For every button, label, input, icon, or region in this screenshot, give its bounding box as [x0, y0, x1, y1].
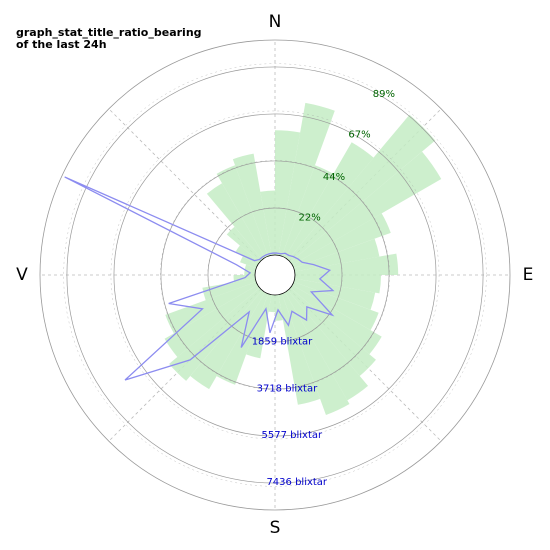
grid-ring — [160, 160, 390, 390]
wedge — [260, 190, 275, 256]
wedge — [268, 294, 275, 313]
grid-ring — [207, 207, 343, 343]
wedge — [244, 264, 257, 272]
wedge — [278, 102, 335, 257]
wedge — [233, 275, 256, 283]
wedge — [293, 238, 380, 272]
r2-tick-label: 5577 blixtar — [262, 430, 323, 441]
outer-ring — [39, 39, 511, 511]
wedge — [164, 285, 260, 357]
direction-label: V — [16, 265, 28, 285]
count-line — [64, 176, 335, 381]
r-tick-label: 22% — [299, 212, 321, 223]
grid-ring — [113, 113, 437, 437]
r-tick-label: 44% — [323, 172, 345, 183]
wedge — [292, 213, 391, 269]
wedge — [287, 114, 436, 263]
wedge — [275, 130, 301, 256]
direction-label: E — [523, 265, 534, 285]
r-tick-label: 89% — [373, 89, 395, 100]
wedge — [226, 226, 263, 263]
wedge — [290, 285, 382, 355]
grid-ring — [207, 207, 343, 343]
wedge — [285, 290, 369, 401]
r2-tick-label: 7436 blixtar — [266, 477, 327, 488]
wedge — [293, 278, 376, 310]
grid-ring — [63, 63, 487, 487]
chart-subtitle: of the last 24h — [16, 38, 107, 51]
wedge — [294, 253, 399, 275]
wedge — [287, 287, 376, 376]
wedge — [285, 142, 374, 260]
chart-title: graph_stat_title_ratio_bearing — [16, 26, 202, 39]
wedge — [281, 292, 350, 416]
wedge — [206, 183, 265, 260]
wedge — [216, 165, 269, 258]
grid-ring — [66, 66, 484, 484]
wedge — [281, 165, 334, 258]
wedge — [232, 153, 272, 257]
wedge — [202, 278, 257, 301]
wedge — [165, 281, 258, 334]
wedge — [240, 256, 258, 269]
wedge — [294, 275, 381, 294]
wedge — [290, 151, 442, 265]
wedge — [216, 292, 269, 385]
direction-label: N — [269, 12, 282, 32]
center — [254, 254, 296, 296]
r2-tick-label: 1859 blixtar — [252, 337, 313, 348]
r2-tick-label: 3718 blixtar — [257, 383, 318, 394]
grid-ring — [110, 110, 440, 440]
r-tick-label: 67% — [348, 129, 370, 140]
grid-ring — [160, 160, 390, 390]
direction-label: S — [270, 518, 281, 538]
